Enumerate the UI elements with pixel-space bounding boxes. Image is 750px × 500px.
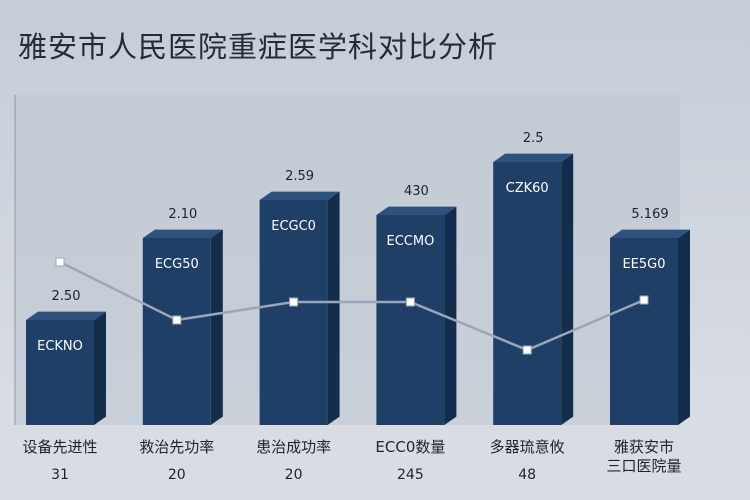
line-point (639, 295, 649, 305)
bar-text: EE5G0 (622, 257, 665, 272)
chart-title: 雅安市人民医院重症医学科对比分析 (18, 30, 499, 64)
bar-text: ECGC0 (271, 219, 316, 234)
bar (26, 320, 94, 425)
line (59, 260, 645, 352)
line-point (405, 297, 415, 307)
line-point (522, 345, 532, 355)
line-point (172, 315, 182, 325)
bar-side (444, 206, 457, 425)
x-tick-label: 救治先功率 (139, 438, 215, 456)
bottom-label: 20 (167, 467, 186, 483)
bottom-label: 31 (51, 467, 69, 483)
bar (142, 238, 211, 425)
bar-text: ECG50 (155, 257, 199, 272)
value-label: 2.10 (168, 207, 197, 222)
value-label: 2.5 (523, 131, 544, 146)
x-tick-label: 设备先进性 (22, 438, 98, 456)
bar-top (142, 229, 223, 238)
bottom-label: 245 (397, 467, 424, 483)
bar (259, 200, 328, 425)
value-label: 2.50 (52, 289, 81, 304)
bottom-label: 20 (284, 467, 303, 483)
bar-side (327, 191, 340, 425)
bar-side (210, 229, 223, 425)
bar-top (610, 229, 690, 238)
bar-top (259, 191, 340, 200)
bar-top (376, 206, 457, 215)
bar-text: ECKNO (37, 339, 83, 354)
x-tick-label: 多器琉意攸 (489, 438, 565, 456)
bar (610, 238, 678, 425)
bar-side (94, 311, 106, 425)
line-point (55, 257, 65, 267)
x-tick-label: 患治成功率 (256, 438, 332, 456)
bar-side (561, 153, 574, 425)
bar-top (493, 153, 574, 162)
bar-text: CZK60 (506, 181, 549, 196)
value-label: 2.59 (285, 169, 314, 184)
plot-panel (15, 95, 680, 425)
bar-side (678, 229, 690, 425)
floor (0, 425, 750, 500)
line-point (289, 297, 299, 307)
bar-top (26, 311, 106, 320)
bar (493, 162, 562, 425)
value-label: 430 (404, 184, 429, 199)
x-tick-label: 雅获安市 三口医院量 (606, 438, 682, 475)
bottom-label: 48 (518, 467, 537, 483)
x-tick-label: ECC0数量 (375, 438, 446, 456)
bar (376, 215, 445, 425)
bar-text: ECCMO (386, 234, 434, 249)
value-label: 5.169 (631, 207, 668, 222)
